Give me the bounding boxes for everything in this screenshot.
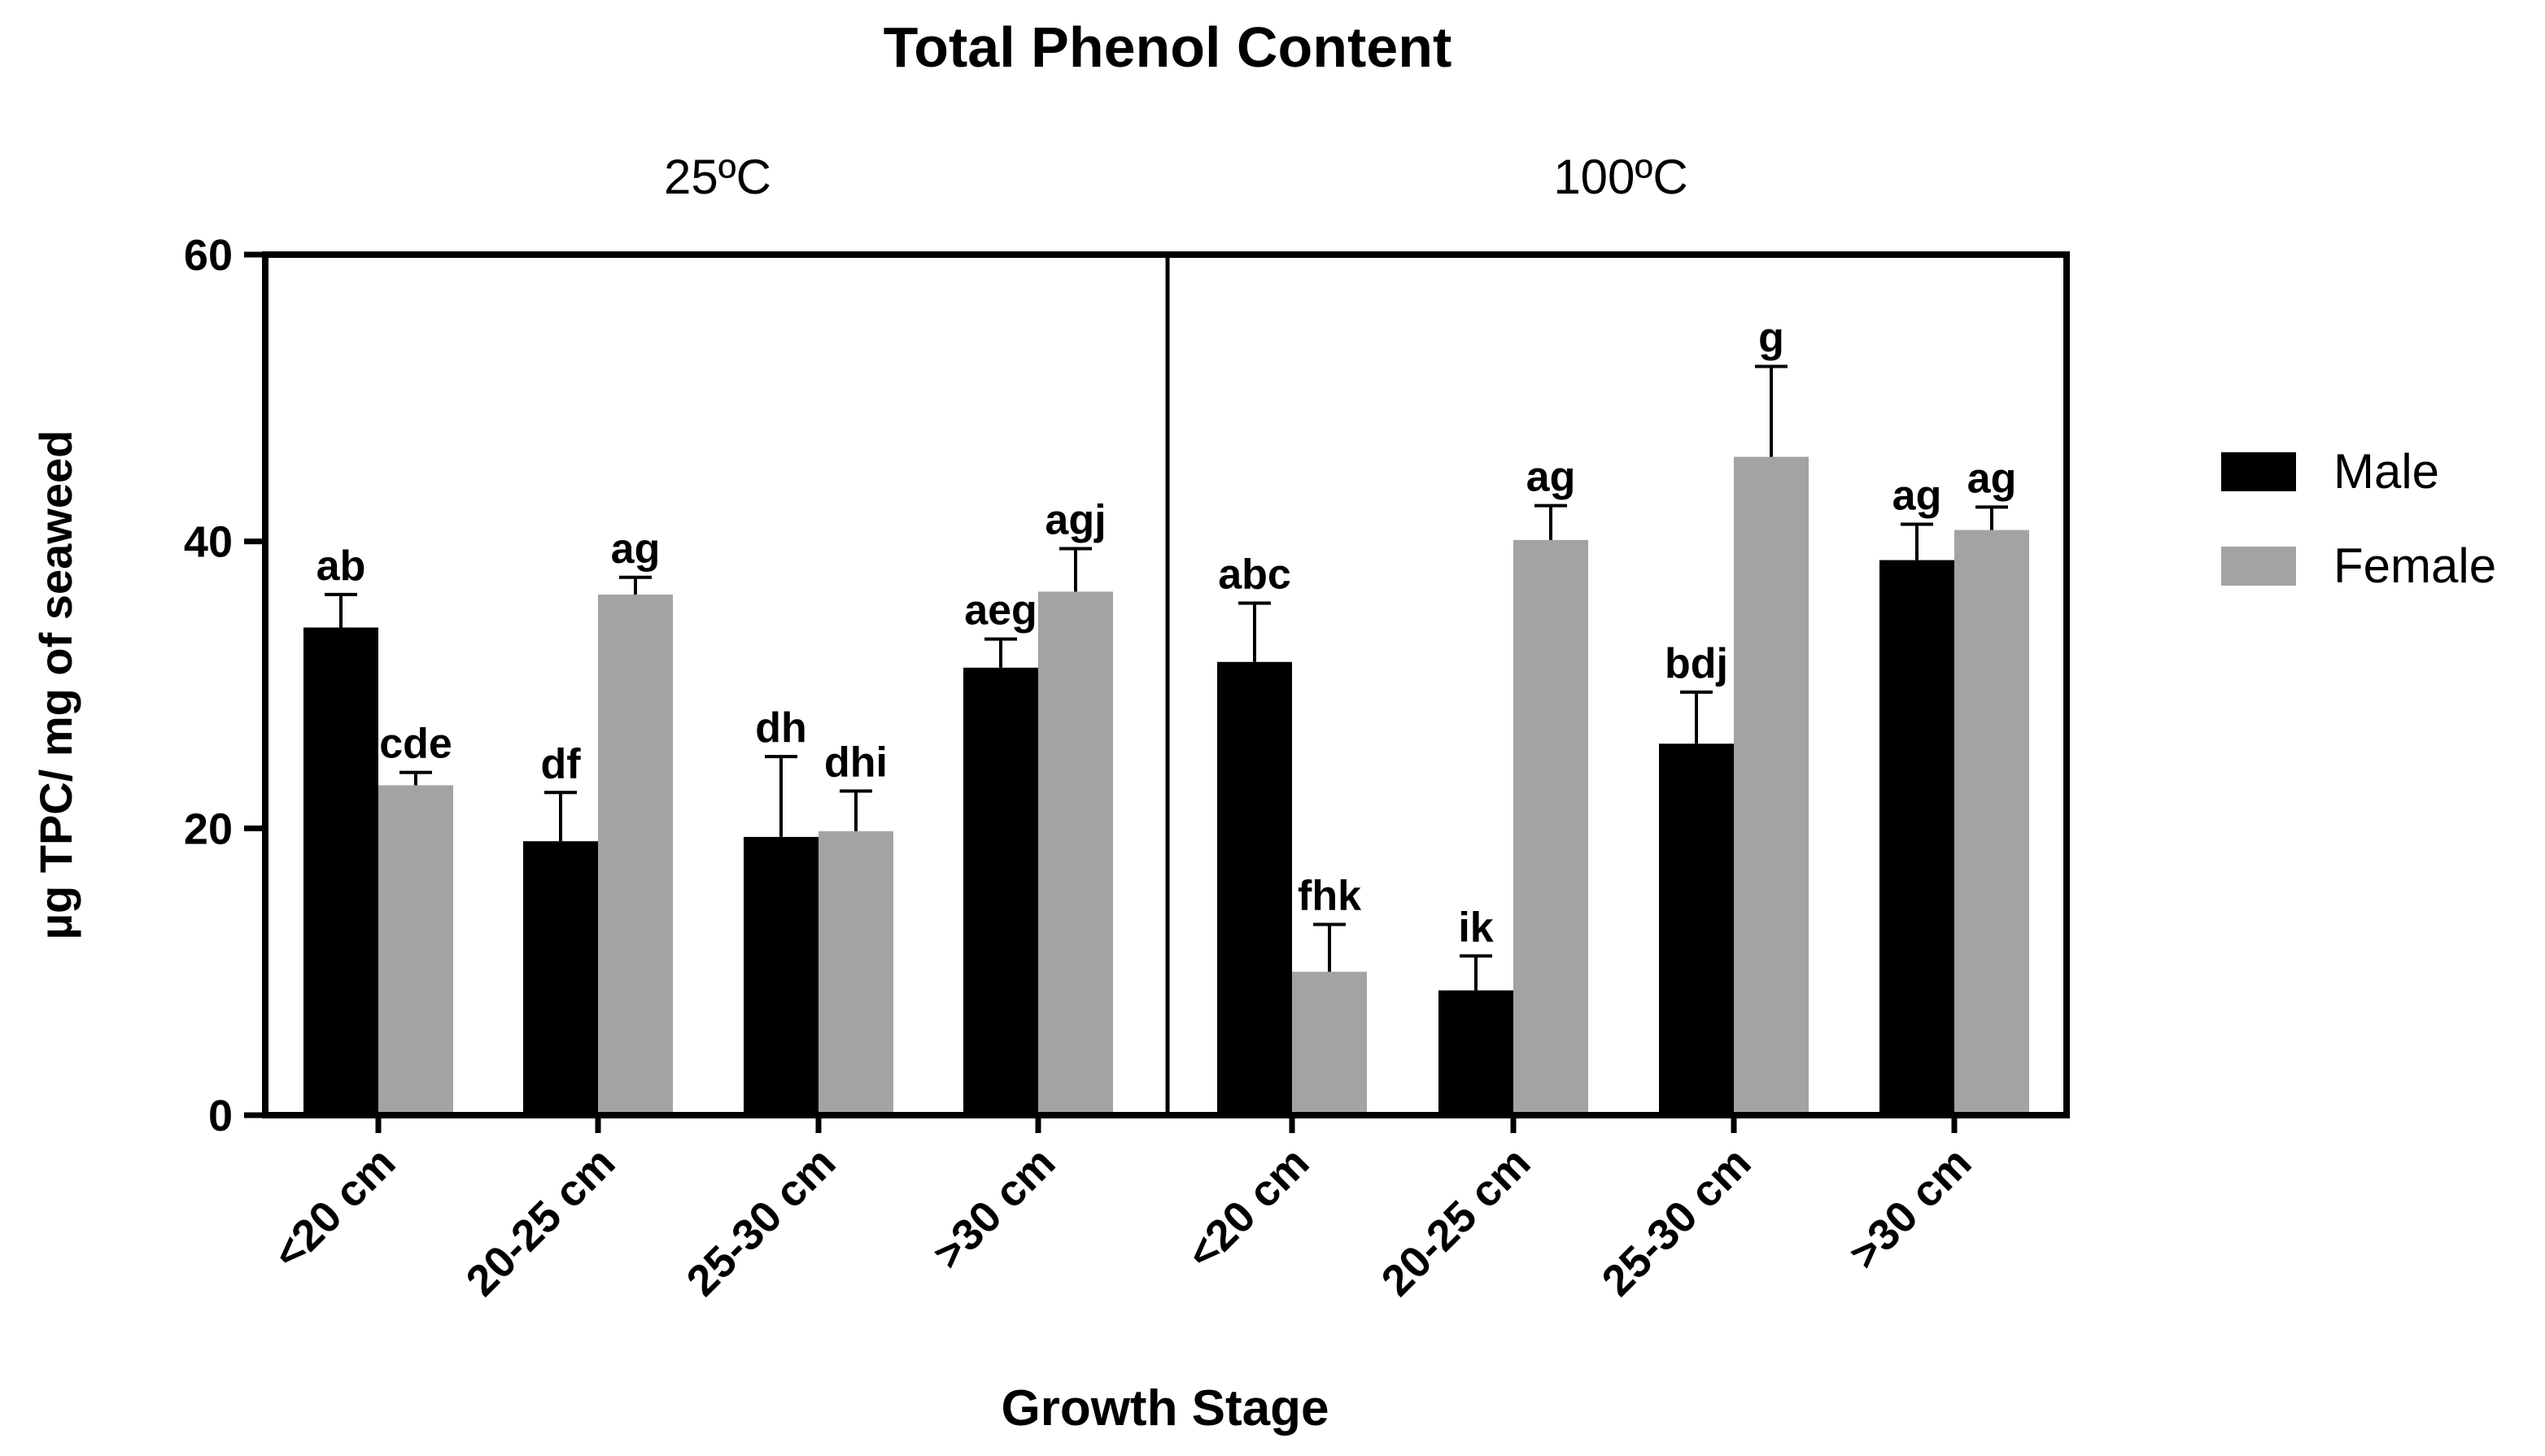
bar-p1-c2-female: [1734, 456, 1809, 1115]
bar-p0-c2-female: [819, 830, 893, 1115]
plot-frame: [262, 251, 2070, 1118]
letter-p1-c3-female: ag: [1967, 455, 2017, 502]
error-bar-p0-c1-male: [544, 791, 577, 842]
letter-p1-c0-female: fhk: [1298, 872, 1361, 919]
legend: Male Female: [2221, 444, 2496, 593]
bar-p1-c1-male: [1438, 990, 1513, 1115]
y-tick-label-20: 20: [184, 804, 233, 853]
legend-swatch-female: [2221, 547, 2296, 586]
bar-p1-c2-male: [1659, 743, 1734, 1115]
letter-p0-c3-female: agj: [1045, 496, 1106, 543]
bar-p1-c0-female: [1292, 971, 1367, 1115]
error-bar-p0-c2-male: [765, 755, 797, 837]
error-bar-p1-c0-female: [1313, 922, 1346, 972]
error-bar-p0-c3-male: [984, 637, 1017, 668]
letter-p1-c1-male: ik: [1458, 904, 1493, 951]
letter-p0-c2-female: dhi: [824, 739, 888, 786]
bars-layer: [303, 456, 2029, 1115]
letter-p0-c0-female: cde: [379, 721, 452, 768]
error-bar-p0-c0-female: [399, 770, 432, 786]
error-bar-p0-c0-male: [325, 592, 357, 628]
legend-label-male: Male: [2333, 444, 2439, 499]
bar-p0-c3-female: [1038, 591, 1113, 1115]
x-tick-label-p0-c3: >30 cm: [923, 1138, 1064, 1279]
y-tick-label-60: 60: [184, 231, 233, 280]
letter-p0-c1-male: df: [540, 740, 581, 787]
x-tick-label-p0-c1: 20-25 cm: [457, 1138, 625, 1306]
x-tick-label-p1-c3: >30 cm: [1840, 1138, 1980, 1279]
chart-title: Total Phenol Content: [884, 15, 1452, 79]
error-bar-p1-c0-male: [1238, 601, 1271, 662]
letter-p1-c2-female: g: [1758, 315, 1784, 362]
bar-p1-c3-male: [1879, 560, 1954, 1115]
error-bar-p1-c1-female: [1534, 503, 1567, 540]
bar-p1-c1-female: [1513, 539, 1588, 1115]
x-tick-label-p1-c1: 20-25 cm: [1373, 1138, 1540, 1306]
x-tick-label-p0-c2: 25-30 cm: [678, 1138, 845, 1306]
x-tick-label-p0-c0: <20 cm: [264, 1138, 404, 1279]
error-bar-p1-c2-female: [1755, 364, 1788, 457]
bar-p1-c3-female: [1954, 530, 2029, 1115]
legend-label-female: Female: [2333, 538, 2496, 593]
bar-p0-c3-male: [963, 667, 1038, 1115]
letter-p0-c3-male: aeg: [964, 587, 1037, 634]
panel-label-25c: 25ºC: [664, 150, 771, 204]
panel-label-100c: 100ºC: [1553, 150, 1687, 204]
error-bar-p1-c2-male: [1680, 690, 1713, 744]
bar-p0-c1-female: [598, 594, 673, 1115]
y-tick-label-40: 40: [184, 518, 233, 567]
letter-p1-c2-male: bdj: [1665, 640, 1728, 687]
y-axis-label: µg TPC/ mg of seaweed: [30, 430, 81, 940]
error-bars-layer: [325, 364, 2008, 991]
bar-p0-c1-male: [523, 841, 598, 1115]
bar-p0-c0-male: [303, 627, 378, 1115]
letter-p0-c0-male: ab: [316, 543, 366, 590]
y-axis-ticks: 0 20 40 60: [184, 231, 265, 1140]
x-tick-label-p1-c2: 25-30 cm: [1593, 1138, 1761, 1306]
letter-p0-c1-female: ag: [611, 525, 661, 573]
bar-p0-c2-male: [744, 836, 819, 1115]
error-bar-p0-c2-female: [840, 789, 872, 831]
letter-p1-c3-male: ag: [1892, 473, 1942, 520]
error-bar-p1-c3-female: [1975, 505, 2008, 530]
error-bar-p1-c1-male: [1460, 954, 1492, 991]
error-bar-p1-c3-male: [1901, 522, 1933, 560]
letter-p0-c2-male: dh: [755, 704, 807, 752]
x-tick-label-p1-c0: <20 cm: [1177, 1138, 1318, 1279]
letter-p1-c1-female: ag: [1526, 454, 1576, 501]
bar-p1-c0-male: [1217, 661, 1292, 1115]
error-bar-p0-c1-female: [619, 575, 652, 595]
y-tick-label-0: 0: [208, 1092, 233, 1140]
x-axis-label: Growth Stage: [1001, 1380, 1329, 1436]
error-bar-p0-c3-female: [1059, 547, 1092, 592]
letter-p1-c0-male: abc: [1218, 551, 1291, 598]
x-axis-ticks: <20 cm 20-25 cm 25-30 cm >30 cm <20 cm 20-25 …: [264, 1115, 1980, 1306]
legend-swatch-male: [2221, 452, 2296, 491]
bar-p0-c0-female: [378, 785, 453, 1115]
